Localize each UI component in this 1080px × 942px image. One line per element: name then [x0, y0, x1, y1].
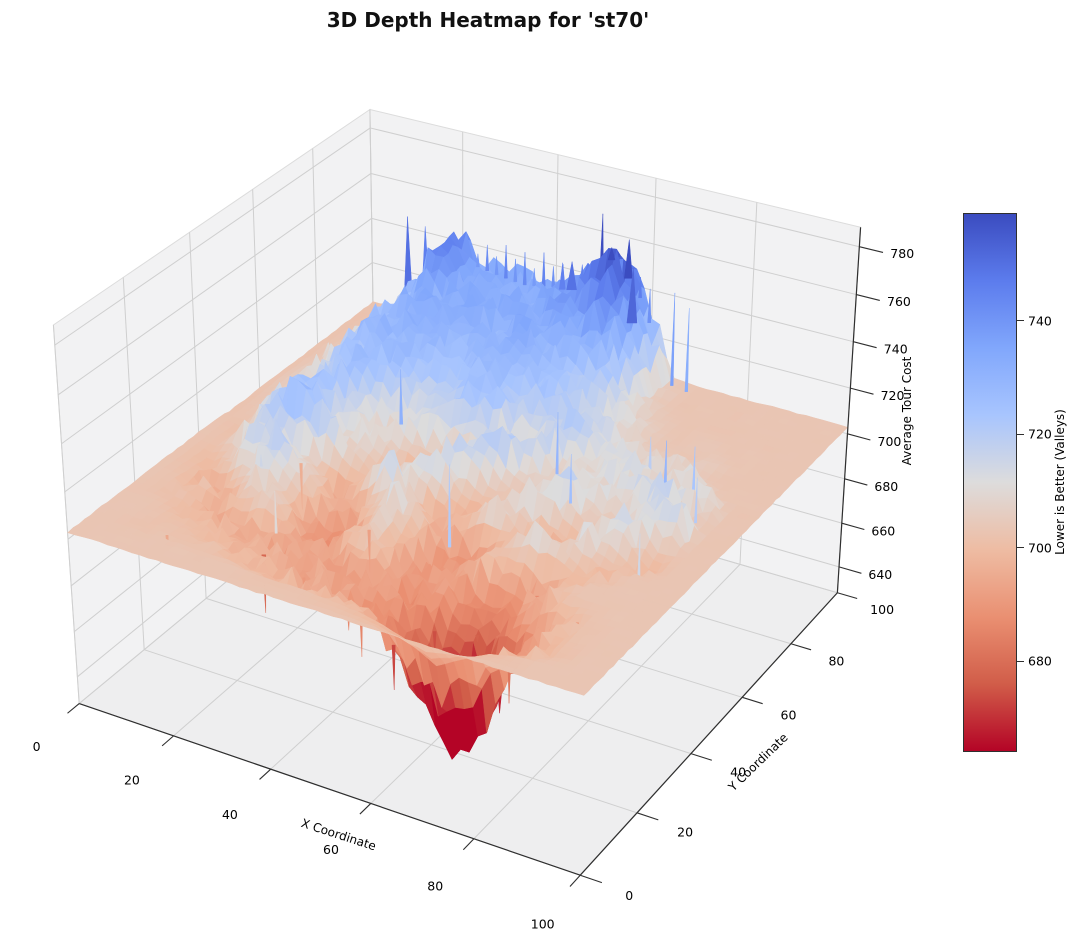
z-tick-label: 700 — [878, 434, 902, 449]
colorbar-tick-label: 680 — [1028, 653, 1052, 669]
colorbar-tick-mark — [1017, 320, 1024, 322]
y-axis-label: Y Coordinate — [725, 730, 791, 794]
z-tick-label: 740 — [884, 342, 908, 357]
y-tick-label: 20 — [677, 825, 693, 840]
x-tick-label: 80 — [427, 879, 443, 894]
y-tick-label: 60 — [781, 708, 797, 723]
colorbar-tick-label: 740 — [1028, 313, 1052, 329]
y-tick-label: 0 — [625, 888, 633, 903]
x-tick-label: 40 — [222, 807, 238, 822]
colorbar-tick-label: 720 — [1028, 426, 1052, 442]
colorbar-tick-label: 700 — [1028, 540, 1052, 556]
colorbar: 680 700 720 740 — [963, 213, 1052, 752]
z-tick-label: 640 — [868, 567, 892, 582]
colorbar-tick-mark — [1017, 433, 1024, 435]
z-axis-label: Average Tour Cost — [900, 356, 914, 465]
colorbar-gradient — [963, 213, 1017, 752]
z-tick-label: 660 — [871, 523, 895, 538]
y-tick-label: 40 — [730, 765, 746, 780]
y-tick-label: 100 — [870, 602, 894, 617]
x-tick-label: 20 — [124, 773, 140, 788]
y-tick-label: 80 — [828, 653, 844, 668]
surface-mesh — [67, 213, 849, 761]
z-tick-label: 760 — [887, 294, 911, 309]
z-tick-label: 720 — [881, 388, 905, 403]
colorbar-tick-mark — [1017, 660, 1024, 662]
x-tick-label: 0 — [33, 739, 41, 754]
z-tick-label: 680 — [874, 479, 898, 494]
chart-title: 3D Depth Heatmap for 'st70' — [326, 8, 650, 32]
z-tick-label: 780 — [890, 246, 914, 261]
x-tick-label: 60 — [323, 842, 339, 857]
x-tick-label: 100 — [531, 916, 555, 931]
colorbar-label: Lower is Better (Valleys) — [1053, 409, 1067, 555]
colorbar-tick-mark — [1017, 547, 1024, 549]
